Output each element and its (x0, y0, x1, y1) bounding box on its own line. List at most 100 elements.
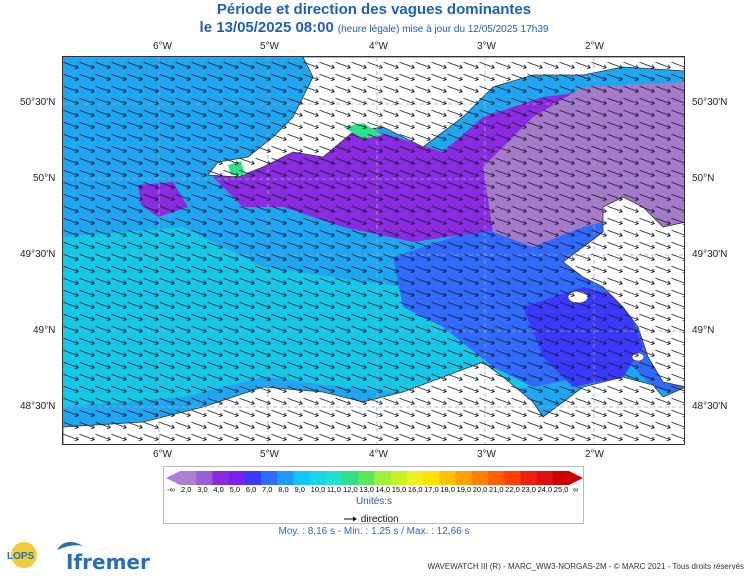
direction-arrow (655, 337, 671, 345)
direction-arrow (623, 193, 639, 201)
direction-arrow (319, 109, 335, 117)
direction-arrow (479, 409, 495, 417)
direction-arrow (415, 277, 431, 285)
direction-arrow (591, 145, 607, 153)
direction-arrow (447, 313, 463, 321)
direction-arrow (623, 421, 639, 429)
direction-arrow (287, 301, 303, 309)
direction-arrow (271, 193, 287, 201)
direction-arrow (143, 193, 159, 201)
direction-arrow (319, 169, 335, 177)
direction-arrow (367, 277, 383, 285)
direction-arrow (223, 121, 239, 129)
direction-arrow (575, 385, 591, 393)
units-label: Unités:s (355, 496, 393, 507)
direction-arrow (303, 217, 319, 225)
direction-arrow (399, 97, 415, 105)
direction-arrow (223, 109, 239, 117)
direction-arrow (207, 193, 223, 201)
direction-arrow (159, 409, 175, 417)
direction-arrow (143, 397, 159, 405)
direction-arrow (607, 133, 623, 141)
direction-arrow (591, 121, 607, 129)
direction-arrow (335, 181, 351, 189)
direction-arrow (143, 97, 159, 105)
direction-arrow (431, 349, 447, 357)
colorbar-segment (374, 471, 392, 485)
direction-arrow (207, 73, 223, 81)
direction-arrow (223, 301, 239, 309)
direction-arrow (127, 265, 143, 273)
direction-arrow (63, 181, 79, 189)
direction-arrow (367, 301, 383, 309)
direction-arrow (527, 385, 543, 393)
direction-arrow (559, 349, 575, 357)
direction-arrow (543, 397, 559, 405)
direction-arrow (319, 385, 335, 393)
direction-arrow (431, 145, 447, 153)
direction-arrow (671, 385, 684, 393)
direction-arrow (575, 61, 591, 69)
direction-arrow (223, 361, 239, 369)
direction-arrow (111, 121, 127, 129)
direction-arrow (175, 205, 191, 213)
direction-arrow (159, 109, 175, 117)
direction-arrow (575, 409, 591, 417)
direction-arrow (623, 301, 639, 309)
colorbar-segment (439, 471, 457, 485)
direction-arrow (351, 145, 367, 153)
direction-arrow (95, 145, 111, 153)
direction-arrow (671, 181, 684, 189)
direction-arrow (287, 349, 303, 357)
direction-arrow (351, 421, 367, 429)
direction-arrow (159, 73, 175, 81)
direction-arrow (191, 421, 207, 429)
direction-arrow (415, 253, 431, 261)
direction-arrow (399, 121, 415, 129)
direction-arrow (127, 205, 143, 213)
wave-period-map[interactable] (62, 56, 685, 445)
direction-arrow (191, 181, 207, 189)
direction-arrow (303, 85, 319, 93)
direction-arrow (399, 397, 415, 405)
direction-arrow (287, 181, 303, 189)
direction-arrow (383, 409, 399, 417)
direction-arrow (319, 133, 335, 141)
direction-arrow (623, 181, 639, 189)
direction-arrow (399, 337, 415, 345)
direction-arrow (415, 433, 431, 441)
direction-arrow (559, 337, 575, 345)
direction-arrow (207, 121, 223, 129)
direction-arrow (463, 133, 479, 141)
direction-arrow (447, 217, 463, 225)
direction-arrow (623, 361, 639, 369)
direction-arrow (383, 121, 399, 129)
direction-arrow (271, 229, 287, 237)
direction-arrow (175, 289, 191, 297)
direction-arrow (383, 241, 399, 249)
direction-arrow (239, 121, 255, 129)
direction-arrow (239, 229, 255, 237)
direction-arrow (463, 373, 479, 381)
direction-arrow (95, 325, 111, 333)
direction-arrow (79, 277, 95, 285)
direction-arrow (239, 337, 255, 345)
direction-arrow (431, 205, 447, 213)
direction-arrow (239, 181, 255, 189)
direction-arrow (191, 73, 207, 81)
direction-arrow (175, 157, 191, 165)
direction-arrow (303, 181, 319, 189)
direction-arrow (639, 193, 655, 201)
direction-arrow (63, 409, 79, 417)
direction-arrow (335, 373, 351, 381)
direction-arrow (383, 337, 399, 345)
direction-arrow (223, 385, 239, 393)
direction-arrow (223, 85, 239, 93)
direction-arrow (159, 169, 175, 177)
direction-arrow (543, 109, 559, 117)
direction-arrow (303, 205, 319, 213)
direction-arrow (415, 421, 431, 429)
colorbar-segment (293, 471, 311, 485)
direction-arrow (95, 385, 111, 393)
direction-arrow (143, 133, 159, 141)
